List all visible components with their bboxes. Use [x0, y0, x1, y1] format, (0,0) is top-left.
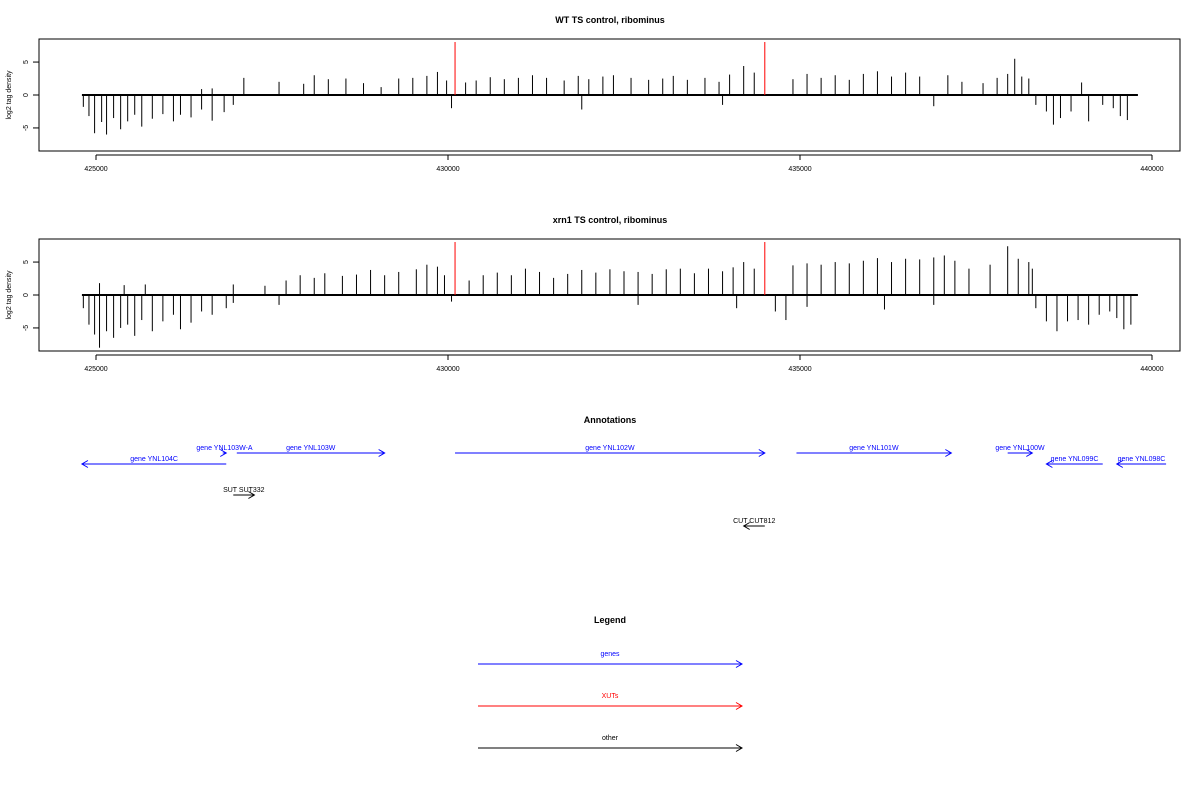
- legend-arrow: [478, 744, 743, 752]
- wt-axes: -5 0 5 425000 430000 435000 440000: [23, 60, 1164, 173]
- wt-y-tick-label: -5: [23, 125, 30, 131]
- wt-x-tick-label: 425000: [84, 166, 107, 173]
- other-feature-arrow: [742, 522, 765, 530]
- legend-panel: Legend genes XUTs other: [478, 615, 743, 752]
- wt-y-tick-label: 0: [23, 93, 30, 97]
- legend-label: other: [602, 735, 619, 742]
- gene-arrow: [796, 449, 953, 457]
- legend-label: XUTs: [602, 693, 619, 700]
- xrn1-y-tick-label: -5: [23, 325, 30, 331]
- gene-arrow: [1007, 449, 1034, 457]
- gene-label: gene YNL104C: [130, 456, 178, 463]
- xrn1-x-tick-label: 430000: [436, 366, 459, 373]
- legend-arrow: [478, 702, 743, 710]
- xrn1-x-tick-label: 435000: [788, 366, 811, 373]
- gene-arrow: [236, 449, 386, 457]
- xrn1-chart-panel: xrn1 TS control, ribominus log2 tag dens…: [6, 215, 1181, 373]
- xrn1-x-tick-label: 425000: [84, 366, 107, 373]
- xrn1-axes: -5 0 5 425000 430000 435000 440000: [23, 260, 1164, 373]
- gene-arrow: [455, 449, 766, 457]
- gene-arrow: [80, 460, 227, 468]
- gene-label: gene YNL103W-A: [196, 445, 252, 452]
- gene-label: gene YNL101W: [849, 445, 899, 452]
- wt-chart-title: WT TS control, ribominus: [555, 15, 665, 25]
- gene-arrow: [1045, 460, 1103, 468]
- annotations-title: Annotations: [584, 415, 637, 425]
- legend-items: genes XUTs other: [478, 651, 743, 752]
- xrn1-chart-title: xrn1 TS control, ribominus: [553, 215, 668, 225]
- xrn1-y-axis-label: log2 tag density: [6, 270, 13, 320]
- annotation-tracks: gene YNL104C gene YNL103W-A gene YNL103W ge…: [80, 445, 1167, 530]
- legend-arrow: [478, 660, 743, 668]
- xrn1-x-tick-label: 440000: [1140, 366, 1163, 373]
- wt-y-axis-label: log2 tag density: [6, 70, 13, 120]
- wt-x-tick-label: 430000: [436, 166, 459, 173]
- gene-arrow: [1115, 460, 1167, 468]
- gene-label: gene YNL098C: [1118, 456, 1166, 463]
- gene-label: gene YNL099C: [1051, 456, 1099, 463]
- legend-label: genes: [600, 651, 620, 658]
- legend-title: Legend: [594, 615, 626, 625]
- other-feature-arrow: [233, 491, 256, 499]
- wt-chart-panel: WT TS control, ribominus log2 tag densit…: [6, 15, 1181, 173]
- wt-bars: [81, 42, 1138, 135]
- xrn1-bars: [81, 242, 1138, 348]
- gene-label: gene YNL102W: [585, 445, 635, 452]
- gene-label: gene YNL103W: [286, 445, 336, 452]
- other-feature-label: CUT CUT812: [733, 518, 775, 525]
- wt-y-tick-label: 5: [23, 60, 30, 64]
- gene-label: gene YNL100W: [995, 445, 1045, 452]
- xrn1-y-tick-label: 5: [23, 260, 30, 264]
- wt-x-tick-label: 440000: [1140, 166, 1163, 173]
- wt-x-tick-label: 435000: [788, 166, 811, 173]
- other-feature-label: SUT SUT332: [223, 487, 265, 494]
- gene-arrow: [219, 449, 228, 457]
- xrn1-y-tick-label: 0: [23, 293, 30, 297]
